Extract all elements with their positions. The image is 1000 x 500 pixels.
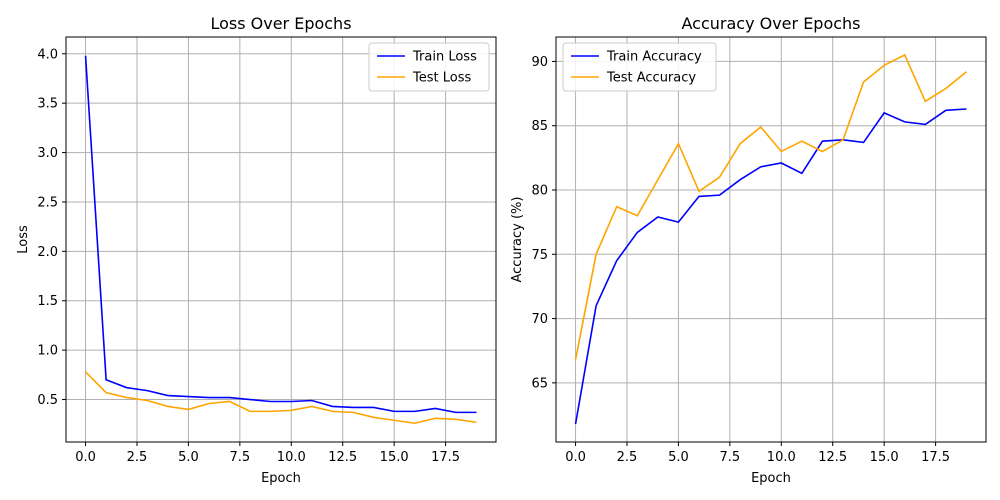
legend-label-0: Train Accuracy — [606, 50, 702, 65]
x-tick-label: 10.0 — [767, 450, 796, 465]
y-tick-label: 65 — [531, 376, 548, 391]
y-tick-label: 75 — [531, 248, 548, 263]
legend: Train Loss Test Loss — [368, 42, 490, 92]
legend-label-0: Train Loss — [412, 50, 477, 65]
x-tick-label: 7.5 — [720, 450, 741, 465]
y-tick-label: 2.0 — [37, 245, 58, 260]
series-line-0 — [84, 55, 477, 414]
y-tick-label: 1.0 — [37, 344, 58, 359]
x-tick-label: 2.5 — [127, 450, 148, 465]
legend: Train Accuracy Test Accuracy — [562, 42, 717, 92]
x-tick-label: 7.5 — [230, 450, 251, 465]
legend-label-1: Test Loss — [412, 71, 471, 86]
legend-box — [368, 42, 490, 92]
x-axis-label: Epoch — [751, 471, 791, 486]
legend-box — [562, 42, 717, 92]
x-tick-label: 15.0 — [380, 450, 409, 465]
y-tick-label: 0.5 — [37, 393, 58, 408]
y-tick-label: 1.5 — [37, 294, 58, 309]
x-tick-label: 0.0 — [75, 450, 96, 465]
plot-frame — [555, 36, 987, 443]
x-tick-label: 12.5 — [328, 450, 357, 465]
chart-title: Accuracy Over Epochs — [681, 14, 860, 33]
x-tick-label: 5.0 — [668, 450, 689, 465]
x-tick-label: 17.5 — [431, 450, 460, 465]
y-tick-label: 85 — [531, 119, 548, 134]
accuracy-chart-panel: 0.0 2.5 5.0 7.5 10.0 12.5 15.0 17.5 65 70 75 80 85 90… — [510, 14, 987, 486]
y-tick-label: 2.5 — [37, 195, 58, 210]
x-tick-label: 0.0 — [565, 450, 586, 465]
plot-frame — [65, 36, 497, 443]
x-axis-label: Epoch — [261, 471, 301, 486]
y-tick-label: 70 — [531, 312, 548, 327]
x-tick-label: 12.5 — [818, 450, 847, 465]
series-line-1 — [574, 53, 967, 360]
x-tick-label: 17.5 — [921, 450, 950, 465]
y-tick-label: 4.0 — [37, 47, 58, 62]
loss-chart-panel: 0.0 2.5 5.0 7.5 10.0 12.5 15.0 17.5 0.5 1.0 1.5 2.0… — [16, 14, 497, 486]
y-tick-label: 3.5 — [37, 97, 58, 112]
series-line-1 — [84, 371, 477, 425]
x-tick-label: 5.0 — [178, 450, 199, 465]
x-tick-label: 10.0 — [277, 450, 306, 465]
y-tick-label: 3.0 — [37, 146, 58, 161]
y-axis-label: Loss — [16, 225, 31, 254]
y-tick-label: 90 — [531, 55, 548, 70]
y-tick-label: 80 — [531, 184, 548, 199]
chart-title: Loss Over Epochs — [210, 14, 351, 33]
series-line-0 — [574, 108, 967, 425]
x-tick-label: 2.5 — [617, 450, 638, 465]
x-tick-label: 15.0 — [870, 450, 899, 465]
y-axis-label: Accuracy (%) — [510, 197, 525, 283]
legend-label-1: Test Accuracy — [606, 71, 696, 86]
